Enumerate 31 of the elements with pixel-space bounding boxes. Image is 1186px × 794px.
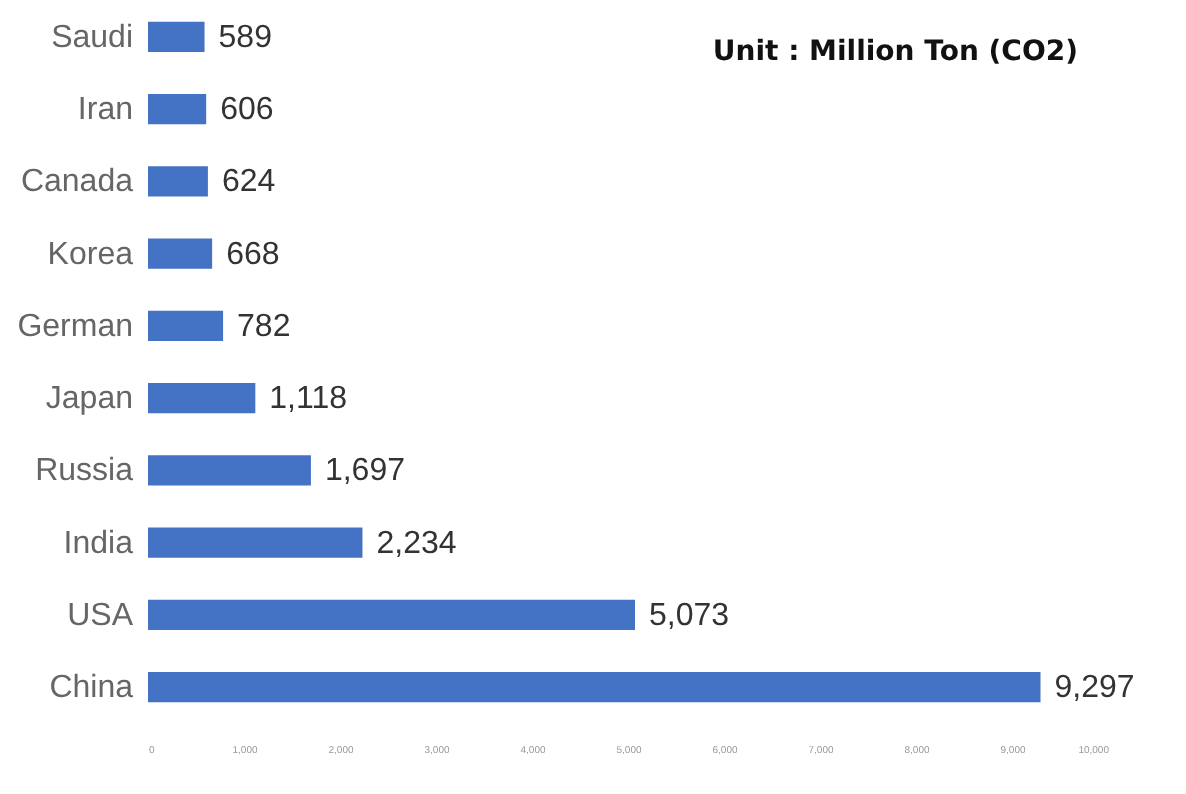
y-tick-label: Korea <box>47 237 134 272</box>
y-tick-label: Russia <box>35 454 134 489</box>
data-label: 624 <box>221 165 276 200</box>
bar <box>148 382 256 414</box>
bar <box>148 310 224 342</box>
y-tick-label: German <box>17 309 133 344</box>
bar <box>148 671 1041 703</box>
data-label: 782 <box>237 309 291 344</box>
bar <box>148 527 363 558</box>
data-label: 668 <box>226 237 280 272</box>
bar <box>148 599 636 631</box>
bar <box>148 238 213 269</box>
data-label: 5,073 <box>649 598 730 633</box>
annotation: Unit : Million Ton (CO2) <box>712 36 1078 68</box>
data-label: 9,297 <box>1054 671 1135 706</box>
y-tick-label: China <box>49 671 134 706</box>
y-tick-label: Iran <box>77 93 133 128</box>
bar <box>148 93 207 125</box>
data-label: 589 <box>218 20 273 55</box>
bar <box>148 166 208 197</box>
bar <box>148 21 205 53</box>
y-tick-label: USA <box>67 598 134 633</box>
data-label: 2,234 <box>376 526 457 561</box>
bar <box>148 455 311 486</box>
y-tick-label: Canada <box>20 165 134 200</box>
data-label: 606 <box>220 93 274 128</box>
y-tick-label: Saudi <box>51 20 133 55</box>
data-label: 1,118 <box>269 382 348 417</box>
data-label: 1,697 <box>324 454 406 489</box>
y-tick-label: India <box>63 526 134 561</box>
y-tick-label: Japan <box>45 382 133 417</box>
